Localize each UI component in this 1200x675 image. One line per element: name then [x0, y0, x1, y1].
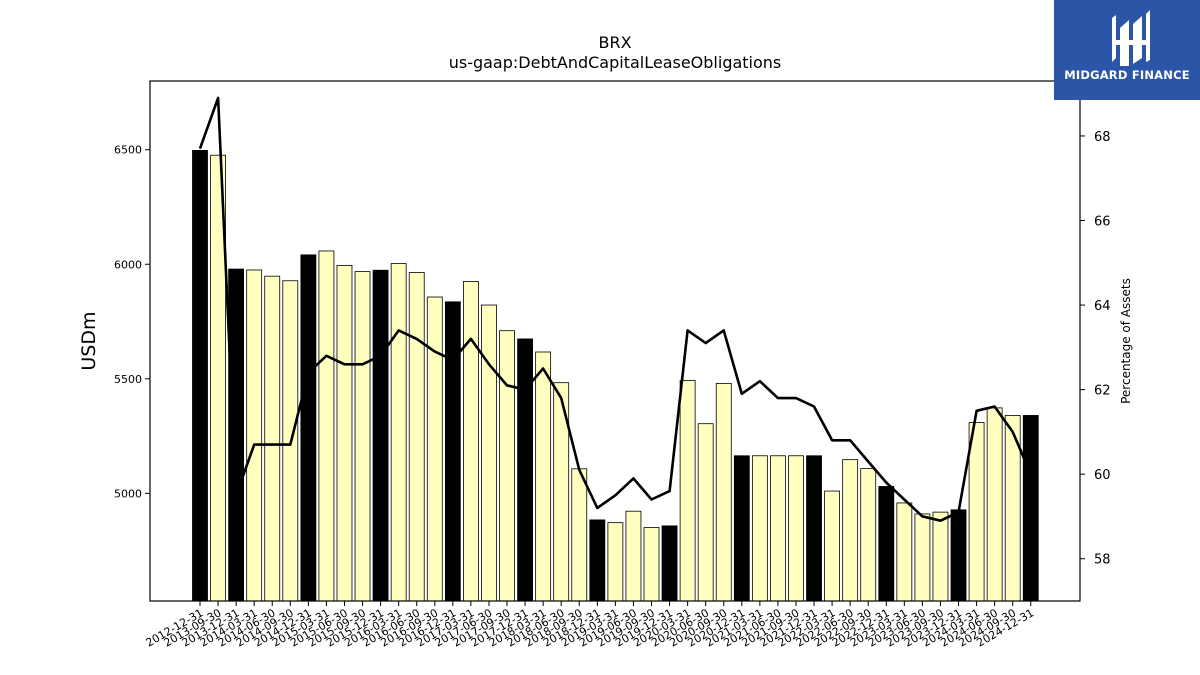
bar [860, 468, 877, 602]
chart-subtitle: us-gaap:DebtAndCapitalLeaseObligations [449, 53, 782, 72]
brand-logo: MIDGARD FINANCE [1054, 0, 1200, 100]
y-tick-label: 6000 [114, 258, 142, 271]
bar [896, 502, 913, 602]
bar [950, 509, 967, 602]
y2-tick-label: 68 [1094, 130, 1111, 145]
bar [481, 304, 497, 602]
bar [914, 513, 931, 602]
y2-tick-label: 60 [1094, 468, 1111, 483]
bar [372, 269, 389, 602]
bar [408, 272, 425, 602]
bar [228, 268, 245, 602]
bar [318, 250, 335, 602]
bar [715, 382, 732, 602]
y2-axis-label: Percentage of Assets [1119, 278, 1133, 404]
bar [824, 490, 840, 602]
bar [571, 468, 588, 602]
y2-tick-label: 62 [1094, 384, 1111, 399]
bar [661, 525, 678, 602]
bar [264, 275, 281, 602]
bar [444, 301, 461, 602]
bar [192, 150, 208, 602]
bar [679, 380, 696, 602]
bar [733, 455, 750, 602]
midgard-logo-icon [1112, 10, 1150, 66]
y2-tick-label: 58 [1094, 553, 1111, 568]
bar [426, 296, 443, 602]
bar [770, 455, 786, 602]
y-axis-label: USDm [78, 311, 100, 370]
chart-title: BRX [598, 33, 631, 52]
bar [1022, 415, 1039, 602]
bar [643, 527, 660, 602]
bar [499, 330, 515, 602]
bar [390, 263, 407, 602]
bar [300, 254, 317, 602]
y2-tick-label: 66 [1094, 215, 1111, 230]
bar [462, 281, 479, 602]
bar [806, 455, 822, 602]
bar [842, 459, 859, 602]
brand-name: MIDGARD FINANCE [1064, 68, 1190, 82]
bar [535, 351, 552, 602]
bar [788, 455, 804, 602]
bar [517, 338, 533, 602]
bar [751, 455, 768, 602]
y2-tick-label: 64 [1094, 299, 1111, 314]
bar [932, 511, 949, 602]
bar [878, 486, 895, 602]
bar [625, 510, 642, 602]
bar [607, 522, 624, 602]
bar [246, 269, 263, 602]
bar [986, 407, 1003, 602]
bar [589, 519, 606, 602]
bar [354, 271, 371, 602]
bar [968, 422, 985, 602]
bar [697, 423, 714, 602]
y-tick-label: 6500 [114, 144, 142, 157]
y-tick-label: 5500 [114, 373, 142, 386]
bar [336, 265, 353, 602]
percentage-line [198, 96, 1032, 523]
y-tick-label: 5000 [114, 487, 142, 500]
